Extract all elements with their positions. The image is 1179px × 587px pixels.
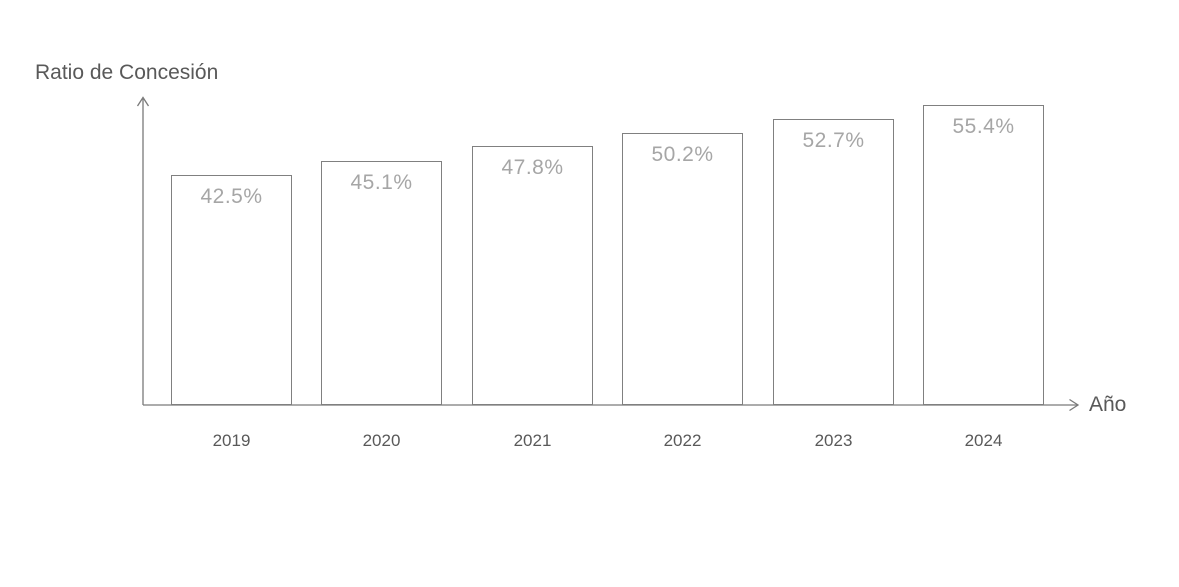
bar-value-label: 45.1% [350, 171, 413, 194]
x-tick-2023: 2023 [814, 431, 853, 450]
x-axis-arrow-icon [1069, 398, 1080, 412]
bar-2020: 45.1% [321, 161, 442, 405]
bar-value-label: 52.7% [802, 129, 865, 152]
bar-2021: 47.8% [472, 146, 593, 405]
bar-2023: 52.7% [773, 119, 894, 405]
x-tick-2020: 2020 [362, 431, 401, 450]
bar-2019: 42.5% [171, 175, 292, 405]
bar-value-label: 42.5% [200, 185, 263, 208]
bar-value-label: 47.8% [501, 156, 564, 179]
bar-value-label: 50.2% [651, 143, 714, 166]
bar-2024: 55.4% [923, 105, 1044, 405]
x-tick-2024: 2024 [964, 431, 1003, 450]
bar-2022: 50.2% [622, 133, 743, 405]
y-axis-arrow-icon [136, 96, 150, 107]
x-axis-title: Año [1089, 393, 1127, 416]
x-tick-2021: 2021 [513, 431, 552, 450]
chart-title: Ratio de Concesión [35, 61, 219, 84]
x-tick-2019: 2019 [212, 431, 251, 450]
x-tick-2022: 2022 [663, 431, 702, 450]
bar-value-label: 55.4% [952, 115, 1015, 138]
